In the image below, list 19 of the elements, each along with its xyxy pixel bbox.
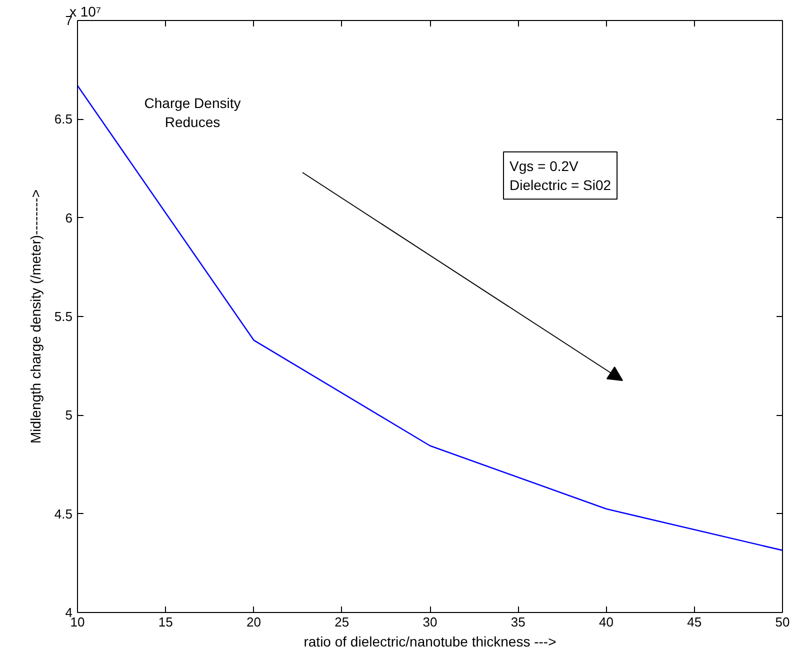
- x-tick-label: 40: [599, 614, 614, 630]
- x-axis-title: ratio of dielectric/nanotube thickness --->: [304, 634, 556, 650]
- y-tick-label: 4: [65, 605, 73, 620]
- y-tick-label: 4.5: [54, 506, 73, 522]
- x-tick-label: 25: [334, 614, 350, 630]
- x-tick-label: 20: [246, 614, 261, 630]
- x-tick-label: 50: [775, 614, 790, 630]
- x-tick-label: 35: [510, 614, 526, 630]
- annotation: Charge Density Reduces: [144, 94, 241, 130]
- y-tick-label: 6.5: [54, 112, 73, 127]
- x-tick-label: 15: [158, 614, 173, 630]
- y-tick-label: 5: [65, 408, 73, 423]
- x-tick-label: 45: [687, 614, 702, 630]
- y-tick-label: 5.5: [54, 309, 73, 324]
- annotation: Vgs = 0.2V Dielectric = Si02: [510, 158, 612, 194]
- line-series: [78, 84, 782, 551]
- y-tick-label: 6: [65, 210, 73, 226]
- y-axis-title: Midlength charge density (/meter)-------->: [27, 189, 44, 444]
- x-tick-label: 30: [422, 614, 438, 630]
